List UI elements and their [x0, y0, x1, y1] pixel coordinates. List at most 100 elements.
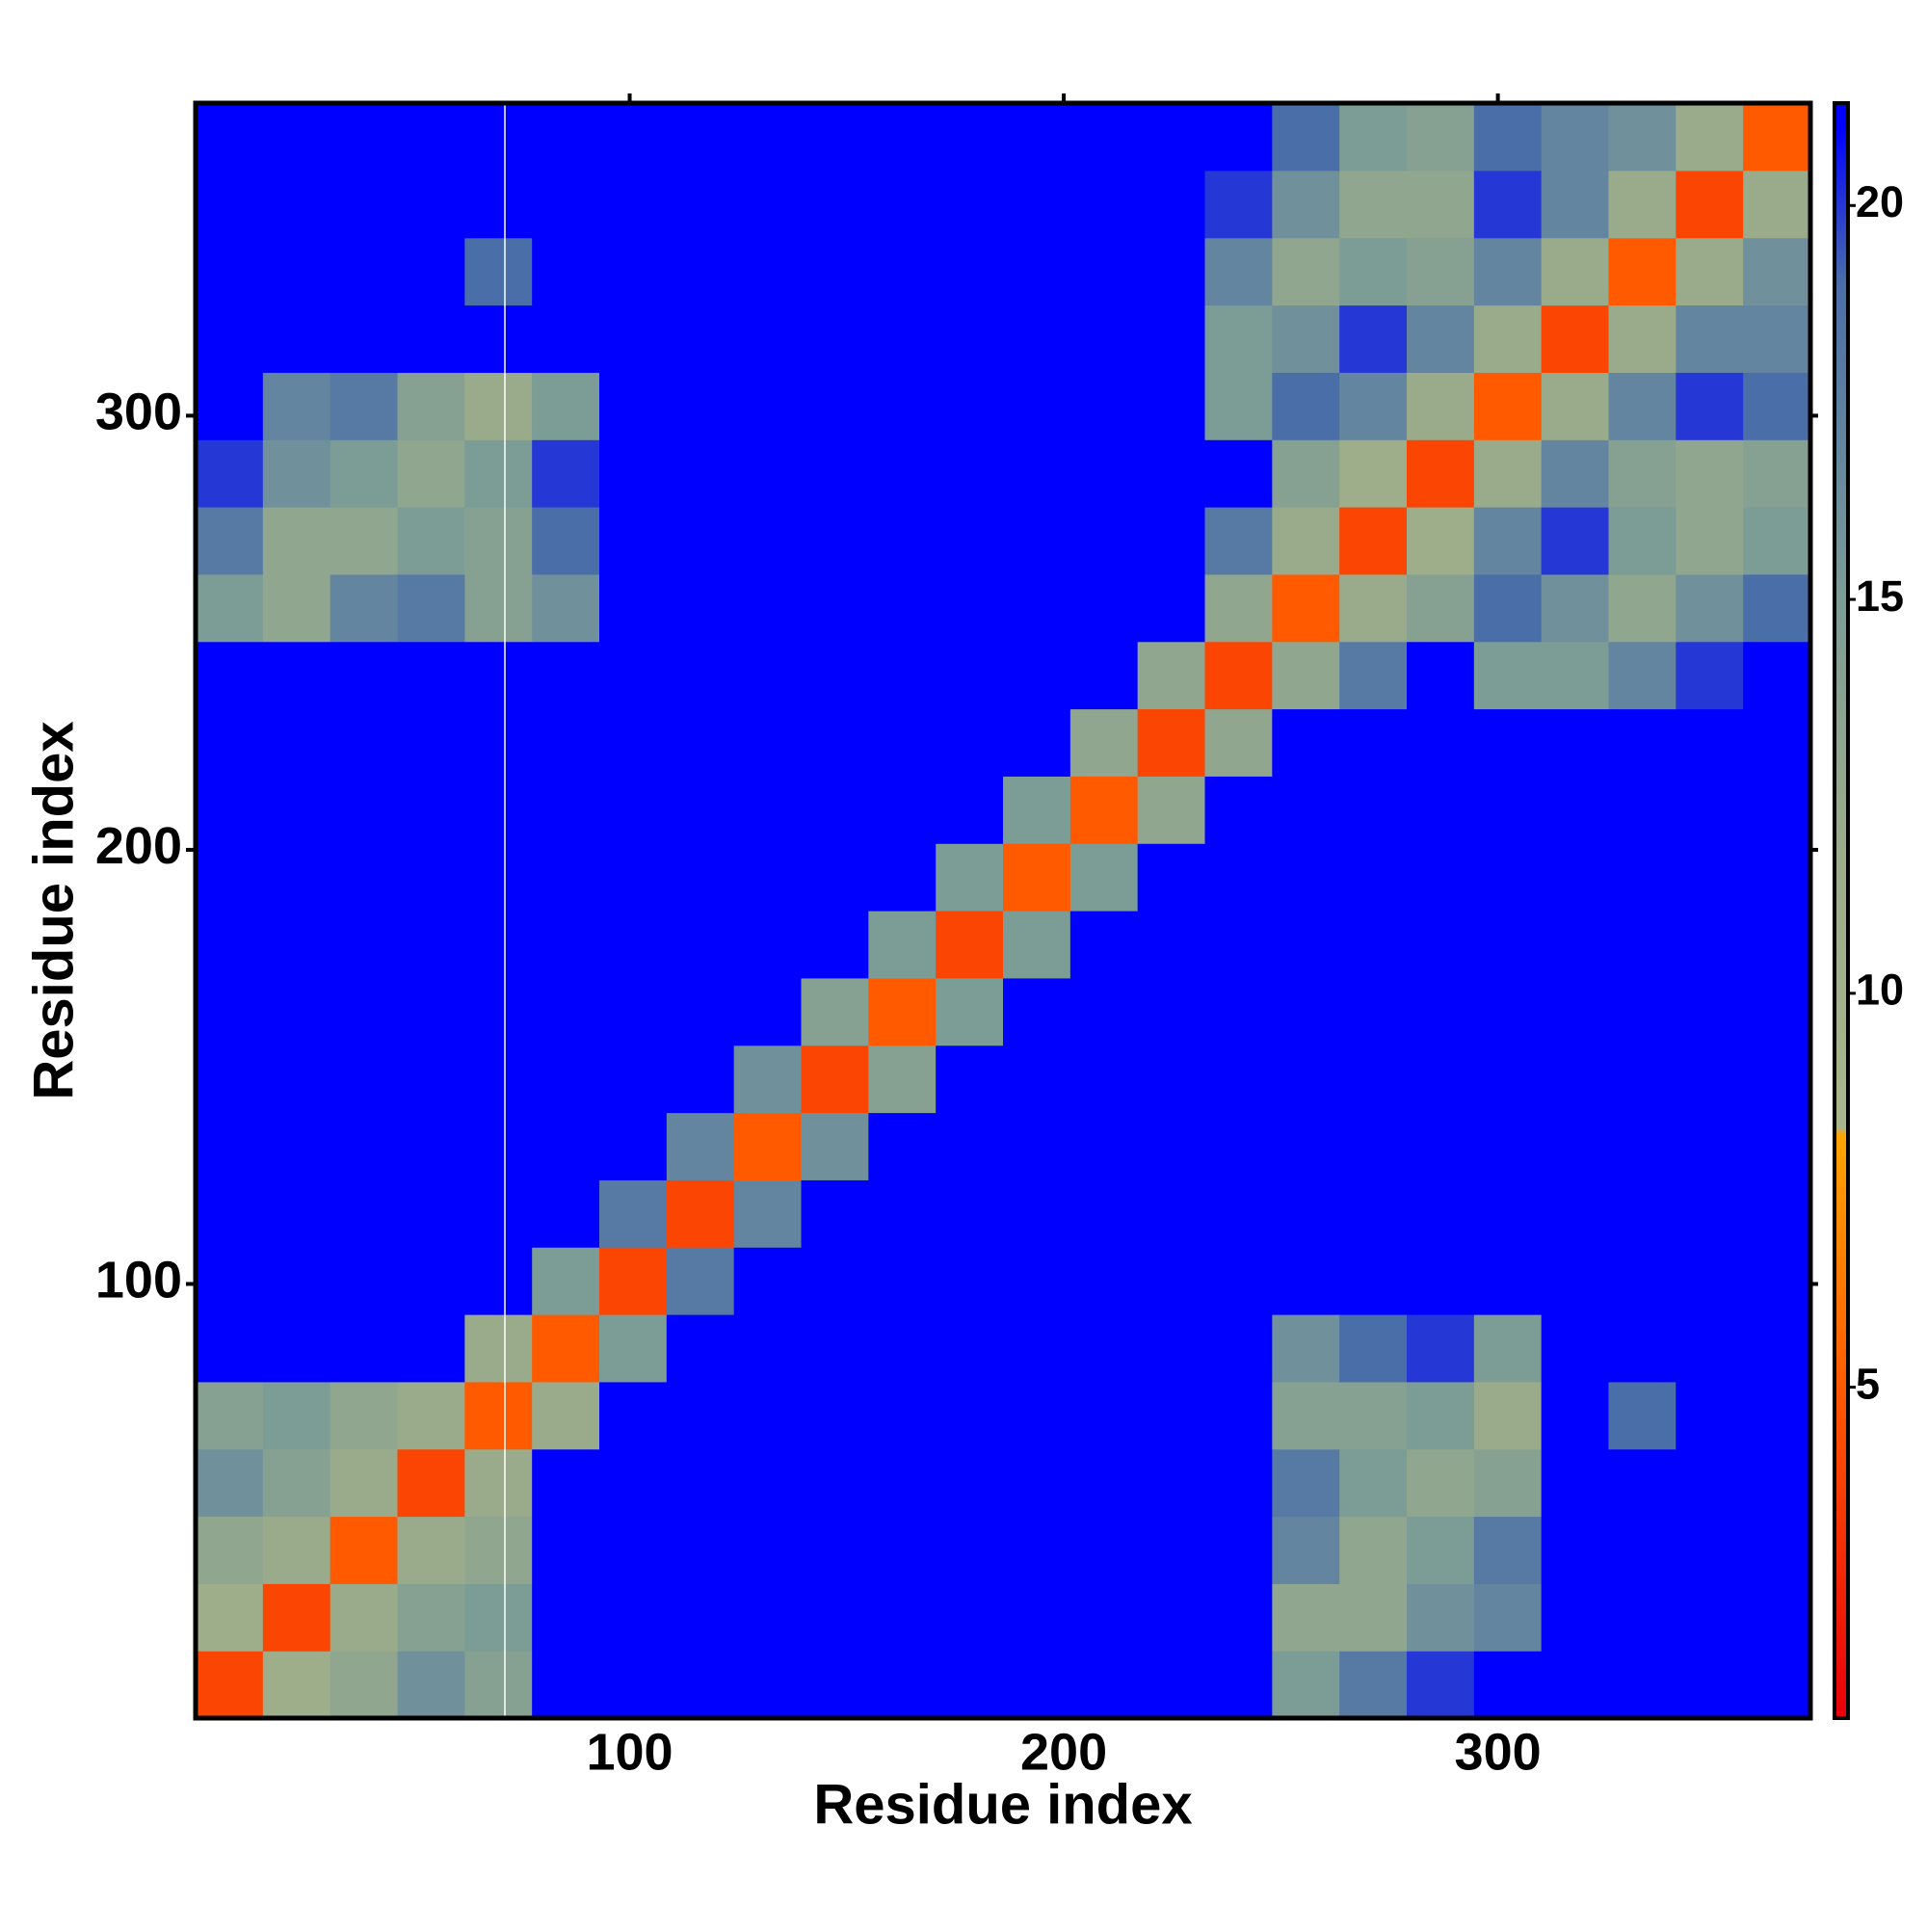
cell [1272, 843, 1340, 912]
cell [1204, 1179, 1273, 1248]
cell [464, 1247, 533, 1315]
cell [1676, 977, 1744, 1046]
cell [1473, 170, 1543, 239]
cell [868, 1448, 937, 1518]
cell [1608, 911, 1676, 979]
cell [1541, 843, 1610, 912]
cell [1541, 1583, 1610, 1652]
cell [868, 1314, 937, 1383]
cell [1339, 977, 1408, 1046]
cell [532, 1045, 600, 1114]
cell [1137, 1651, 1206, 1718]
cell [262, 1651, 331, 1718]
cell [599, 1247, 668, 1315]
cell [330, 1381, 399, 1450]
cell [464, 573, 533, 643]
cell [464, 641, 533, 710]
cell [599, 372, 668, 440]
cell [666, 304, 735, 373]
cell [1407, 439, 1475, 508]
cell [1608, 1247, 1676, 1315]
cell [1003, 170, 1071, 239]
cell [1069, 1247, 1139, 1315]
cell [733, 1314, 803, 1383]
cell [1272, 1448, 1340, 1518]
cell [1137, 103, 1206, 172]
cell [464, 304, 533, 373]
cell [262, 1516, 331, 1584]
cell [1541, 1179, 1610, 1248]
y-tick-label: 300 [95, 384, 182, 441]
cell [868, 573, 937, 643]
cell [464, 1381, 533, 1450]
colorbar-tick-label: 20 [1856, 177, 1904, 226]
cell [330, 1247, 399, 1315]
cell [1137, 1045, 1206, 1114]
cell [532, 641, 600, 710]
cell [801, 1516, 869, 1584]
cell [1272, 1314, 1340, 1383]
cell [1407, 708, 1475, 777]
cell [936, 1314, 1004, 1383]
cell [532, 977, 600, 1046]
cell [1676, 708, 1744, 777]
cell [733, 304, 803, 373]
cell [801, 1179, 869, 1248]
cell [1069, 1179, 1139, 1248]
cell [1743, 439, 1810, 508]
cell [532, 911, 600, 979]
cell [397, 103, 465, 172]
cell [1743, 641, 1810, 710]
cell [599, 573, 668, 643]
cell [1407, 1247, 1475, 1315]
cell [868, 507, 937, 575]
cell [1003, 911, 1071, 979]
cell [1003, 507, 1071, 575]
cell [1272, 1179, 1340, 1248]
cell [464, 1045, 533, 1114]
cell [196, 439, 264, 508]
cell [1676, 911, 1744, 979]
cell [666, 843, 735, 912]
cell [464, 1651, 533, 1718]
cell [1473, 237, 1543, 306]
cell [1339, 1516, 1408, 1584]
cell [599, 641, 668, 710]
cell [262, 237, 331, 306]
cell [397, 641, 465, 710]
cell [801, 103, 869, 172]
cell [1204, 776, 1273, 844]
cell [1743, 372, 1810, 440]
x-tick-label: 300 [1455, 1723, 1542, 1781]
cell [1541, 708, 1610, 777]
cell [397, 1112, 465, 1180]
cell [599, 1179, 668, 1248]
cell [1339, 641, 1408, 710]
cell [1676, 1314, 1744, 1383]
cell [599, 170, 668, 239]
colorbar [1833, 101, 1850, 1720]
cell [936, 573, 1004, 643]
cell [397, 1651, 465, 1718]
cell [262, 977, 331, 1046]
cell [532, 439, 600, 508]
cell [1473, 439, 1543, 508]
cell [666, 1179, 735, 1248]
cell [1003, 1448, 1071, 1518]
cell [532, 1247, 600, 1315]
cell [1743, 1247, 1810, 1315]
cell [1407, 911, 1475, 979]
cell [1608, 977, 1676, 1046]
cell [532, 1112, 600, 1180]
cell [1003, 1381, 1071, 1450]
cell [262, 1112, 331, 1180]
cell [599, 1516, 668, 1584]
cell [599, 1651, 668, 1718]
cell [262, 843, 331, 912]
cell [464, 103, 533, 172]
cell [1339, 170, 1408, 239]
cell [1473, 1045, 1543, 1114]
cell [1743, 977, 1810, 1046]
cell [1137, 237, 1206, 306]
cell [1272, 911, 1340, 979]
